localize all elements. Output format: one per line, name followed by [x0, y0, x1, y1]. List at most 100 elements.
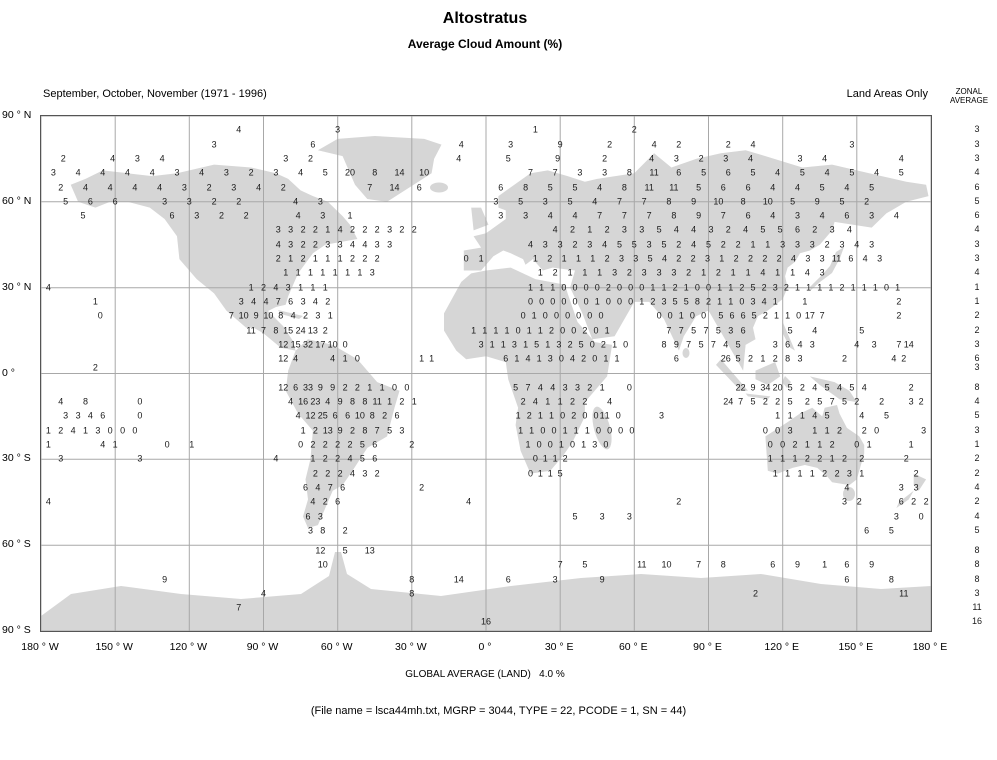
cloud-amount-value: 4	[159, 153, 165, 164]
cloud-amount-value: 4	[325, 396, 331, 407]
cloud-amount-value: 0	[854, 439, 860, 450]
cloud-amount-value: 8	[671, 210, 677, 221]
zonal-average-value: 8	[974, 381, 980, 392]
cloud-amount-value: 8	[273, 325, 279, 336]
cloud-amount-value: 1	[536, 353, 542, 364]
cloud-amount-value: 4	[836, 382, 843, 393]
cloud-amount-value: 1	[539, 282, 545, 293]
cloud-amount-value: 4	[251, 296, 257, 307]
cloud-amount-value: 15	[283, 325, 294, 336]
cloud-amount-value: 1	[604, 325, 610, 336]
cloud-amount-value: 3	[805, 253, 811, 264]
cloud-amount-value: 0	[120, 425, 126, 436]
cloud-amount-value: 0	[628, 282, 634, 293]
cloud-amount-value: 2	[602, 153, 608, 164]
cloud-amount-value: 2	[399, 224, 405, 235]
cloud-amount-value: 0	[540, 425, 546, 436]
cloud-amount-value: 4	[58, 396, 64, 407]
zonal-average-value: 5	[974, 524, 980, 535]
cloud-amount-value: 3	[708, 224, 714, 235]
cloud-amount-value: 0	[572, 282, 578, 293]
cloud-amount-value: 2	[903, 453, 909, 464]
cloud-amount-value: 2	[776, 253, 782, 264]
cloud-amount-value: 1	[112, 439, 118, 450]
cloud-amount-value: 4	[661, 253, 668, 264]
cloud-amount-value: 6	[785, 339, 791, 350]
cloud-amount-value: 3	[661, 296, 667, 307]
cloud-amount-value: 0	[560, 410, 566, 421]
cloud-amount-value: 0	[558, 353, 564, 364]
cloud-amount-value: 11	[899, 588, 909, 599]
cloud-amount-value: 3	[913, 482, 919, 493]
cloud-amount-value: 1	[767, 453, 773, 464]
cloud-amount-value: 1	[537, 267, 543, 278]
cloud-amount-value: 6	[898, 496, 904, 507]
cloud-amount-value: 5	[859, 325, 865, 336]
cloud-amount-value: 2	[300, 253, 306, 264]
cloud-amount-value: 10	[327, 339, 338, 350]
cloud-amount-value: 3	[542, 196, 548, 207]
zonal-header-line1: ZONAL	[955, 87, 983, 96]
cloud-amount-value: 4	[45, 496, 51, 507]
cloud-amount-value: 4	[846, 224, 852, 235]
cloud-amount-value: 1	[489, 339, 495, 350]
cloud-amount-value: 2	[322, 453, 328, 464]
cloud-amount-value: 5	[683, 296, 689, 307]
zonal-average-value: 4	[974, 267, 980, 278]
cloud-amount-value: 0	[593, 325, 599, 336]
cloud-amount-value: 1	[537, 325, 543, 336]
cloud-amount-value: 5	[799, 167, 805, 178]
cloud-amount-value: 1	[575, 253, 582, 264]
cloud-amount-value: 9	[691, 196, 697, 207]
cloud-amount-value: 8	[372, 167, 378, 178]
latitude-tick-label: 60 ° S	[2, 538, 31, 551]
cloud-amount-value: 1	[785, 310, 791, 321]
cloud-amount-value: 1	[322, 282, 328, 293]
cloud-amount-value: 3	[387, 224, 393, 235]
cloud-amount-value: 1	[515, 410, 521, 421]
cloud-amount-value: 6	[394, 410, 400, 421]
cloud-amount-value: 4	[132, 182, 138, 192]
cloud-amount-value: 0	[532, 453, 538, 464]
cloud-amount-value: 4	[337, 224, 343, 235]
cloud-amount-value: 5	[750, 167, 756, 178]
cloud-amount-value: 1	[189, 439, 195, 450]
cloud-amount-value: 23	[310, 396, 321, 407]
cloud-amount-value: 8	[621, 182, 627, 192]
cloud-amount-value: 2	[347, 439, 353, 450]
cloud-amount-value: 5	[656, 224, 662, 235]
cloud-amount-value: 4	[812, 410, 818, 421]
cloud-amount-value: 14	[389, 182, 400, 192]
cloud-amount-value: 3	[387, 239, 393, 250]
cloud-amount-value: 6	[673, 353, 679, 364]
cloud-amount-value: 1	[531, 310, 537, 321]
cloud-amount-value: 3	[797, 353, 803, 364]
cloud-amount-value: 2	[419, 482, 425, 493]
cloud-amount-value: 4	[293, 353, 299, 364]
cloud-amount-value: 2	[58, 182, 64, 192]
cloud-amount-value: 5	[513, 382, 519, 393]
cloud-amount-value: 9	[557, 139, 563, 150]
cloud-amount-value: 7	[525, 382, 531, 393]
cloud-amount-value: 2	[672, 282, 678, 293]
cloud-amount-value: 1	[590, 253, 596, 264]
cloud-amount-value: 2	[260, 282, 267, 293]
cloud-amount-value: 2	[236, 196, 242, 207]
cloud-amount-value: 4	[691, 224, 697, 235]
cloud-amount-value: 32	[302, 339, 314, 350]
cloud-amount-value: 4	[100, 439, 106, 450]
cloud-amount-value: 6	[305, 511, 311, 522]
cloud-amount-value: 3	[646, 239, 652, 250]
cloud-amount-value: 9	[337, 396, 343, 407]
cloud-amount-value: 8	[369, 410, 375, 421]
cloud-amount-value: 6	[729, 310, 735, 321]
cloud-amount-value: 1	[537, 410, 543, 421]
cloud-amount-value: 0	[571, 325, 577, 336]
cloud-amount-value: 5	[777, 224, 783, 235]
cloud-amount-value: 2	[676, 496, 682, 507]
cloud-amount-value: 2	[325, 468, 331, 479]
cloud-amount-value: 6	[372, 453, 378, 464]
cloud-amount-value: 0	[137, 396, 143, 407]
cloud-amount-value: 4	[330, 353, 336, 364]
